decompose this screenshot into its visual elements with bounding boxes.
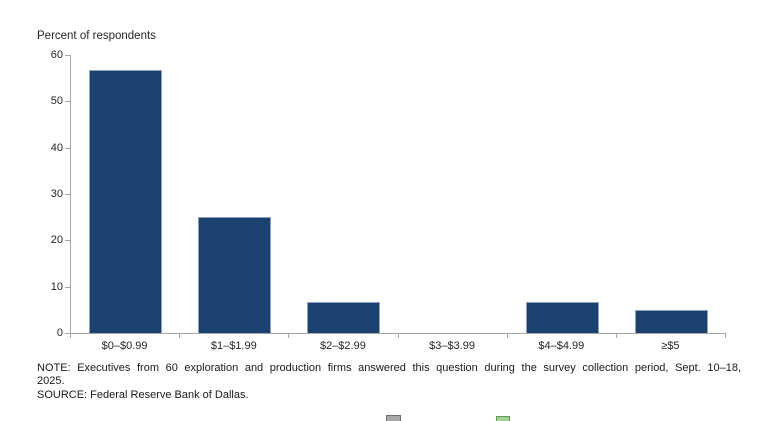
legend-swatch-green-icon bbox=[496, 416, 510, 421]
x-axis-tick-mark bbox=[397, 333, 399, 338]
x-axis-tick-mark bbox=[70, 333, 71, 338]
y-axis-tick-mark bbox=[65, 194, 70, 195]
y-axis-tick-mark bbox=[65, 287, 70, 288]
note-text-line2: 2025. bbox=[37, 375, 65, 388]
y-axis-tick-label: 30 bbox=[50, 188, 63, 200]
bar-$0–$0.99 bbox=[89, 70, 163, 333]
bar-$2–$2.99 bbox=[307, 302, 381, 333]
legend-swatch-gray-icon bbox=[386, 415, 401, 421]
note-text-line1: NOTE: Executives from 60 exploration and… bbox=[37, 362, 741, 374]
plot-area bbox=[70, 55, 726, 334]
x-axis-category-label: $1–$1.99 bbox=[210, 340, 257, 352]
y-axis-tick-label: 40 bbox=[50, 142, 63, 154]
y-axis-tick-mark bbox=[65, 240, 70, 241]
x-axis-category-label: ≥$5 bbox=[661, 340, 680, 352]
y-axis-tick-mark bbox=[65, 333, 70, 334]
y-axis-tick-label: 50 bbox=[50, 95, 63, 107]
y-axis-tick-mark bbox=[65, 148, 70, 149]
x-axis-category-label: $2–$2.99 bbox=[319, 340, 366, 352]
x-axis-tick-mark bbox=[615, 333, 617, 338]
footnote-block: NOTE: Executives from 60 exploration and… bbox=[37, 362, 741, 402]
y-axis-tick-label: 0 bbox=[56, 327, 63, 339]
x-axis-tick-mark bbox=[725, 333, 726, 338]
x-axis-tick-mark bbox=[506, 333, 508, 338]
bar-≥$5 bbox=[634, 310, 708, 333]
x-axis-tick-mark bbox=[179, 333, 181, 338]
x-axis-category-label: $0–$0.99 bbox=[101, 340, 148, 352]
y-axis-tick-label: 60 bbox=[50, 49, 63, 61]
bar-$1–$1.99 bbox=[198, 217, 272, 333]
y-axis-tick-label: 20 bbox=[50, 234, 63, 246]
bar-$4–$4.99 bbox=[525, 302, 599, 333]
x-axis-category-label: $3–$3.99 bbox=[429, 340, 476, 352]
y-axis-tick-label: 10 bbox=[50, 281, 63, 293]
y-axis-tick-mark bbox=[65, 55, 70, 56]
y-axis-tick-mark bbox=[65, 101, 70, 102]
x-axis-category-label: $4–$4.99 bbox=[538, 340, 585, 352]
x-axis-tick-mark bbox=[288, 333, 290, 338]
source-text: SOURCE: Federal Reserve Bank of Dallas. bbox=[37, 388, 249, 401]
y-axis-title: Percent of respondents bbox=[37, 30, 156, 42]
